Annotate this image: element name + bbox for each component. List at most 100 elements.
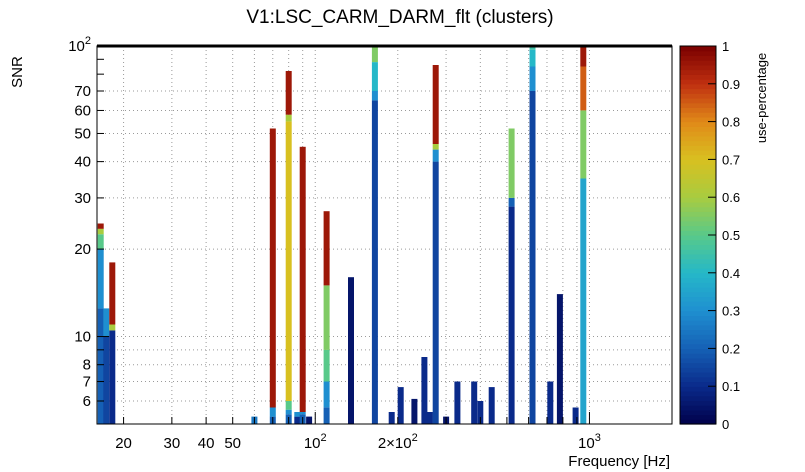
- colorbar-band: [680, 121, 716, 127]
- x-tick-label: 40: [198, 435, 215, 452]
- data-cell: [97, 308, 104, 424]
- y-axis-label: SNR: [9, 56, 26, 88]
- data-cell: [285, 121, 292, 402]
- y-tick-label: 50: [74, 125, 91, 142]
- data-column: [477, 401, 484, 424]
- colorbar-band: [680, 348, 716, 354]
- colorbar-band: [680, 343, 716, 349]
- data-column: [97, 223, 104, 424]
- data-cell: [97, 249, 104, 309]
- data-cell: [323, 407, 330, 424]
- data-cell: [348, 277, 354, 424]
- colorbar-band: [680, 69, 716, 75]
- colorbar-band: [680, 235, 716, 241]
- colorbar-band: [680, 386, 716, 392]
- colorbar-label: use-percentage: [754, 53, 769, 143]
- colorbar-band: [680, 197, 716, 203]
- colorbar-band: [680, 258, 716, 264]
- data-cell: [371, 91, 378, 101]
- colorbar-tick-label: 0.7: [722, 152, 740, 167]
- colorbar-band: [680, 249, 716, 255]
- data-cell: [388, 412, 395, 424]
- data-column: [471, 381, 478, 424]
- colorbar-band: [680, 324, 716, 331]
- data-cell: [508, 206, 515, 424]
- data-column: [294, 412, 301, 424]
- colorbar-band: [680, 390, 716, 397]
- colorbar-band: [680, 60, 716, 66]
- data-cell: [371, 100, 378, 425]
- colorbar-band: [680, 97, 716, 104]
- data-column: [556, 294, 563, 424]
- data-cell: [285, 409, 292, 415]
- colorbar-band: [680, 135, 716, 142]
- colorbar-band: [680, 263, 716, 269]
- data-cell: [285, 114, 292, 122]
- colorbar-band: [680, 268, 716, 274]
- y-tick-label: 8: [83, 357, 91, 374]
- colorbar-band: [680, 88, 716, 94]
- colorbar-band: [680, 329, 716, 335]
- data-cell: [411, 398, 418, 424]
- data-column: [397, 387, 404, 424]
- colorbar-band: [680, 149, 716, 156]
- data-cell: [477, 401, 484, 424]
- colorbar: 0 0.1 0.2 0.3 0.4 0.5 0.6 0.7 0.8 0.9 1: [679, 39, 740, 432]
- colorbar-band: [680, 201, 716, 208]
- colorbar-band: [680, 419, 716, 425]
- x-tick-label: 20: [115, 435, 132, 452]
- colorbar-band: [680, 64, 716, 71]
- colorbar-band: [680, 405, 716, 411]
- x-axis-ticks: 20 30 40 50 102 2×102 103: [115, 412, 601, 452]
- data-cell: [269, 128, 276, 408]
- colorbar-band: [680, 220, 716, 227]
- colorbar-band: [680, 305, 716, 312]
- data-cell: [97, 228, 104, 235]
- y-tick-label: 7: [83, 374, 91, 391]
- colorbar-band: [680, 334, 716, 340]
- colorbar-band: [680, 183, 716, 189]
- colorbar-band: [680, 46, 716, 52]
- data-column: [269, 128, 276, 424]
- colorbar-band: [680, 164, 716, 170]
- colorbar-band: [680, 168, 716, 175]
- data-cell: [269, 407, 276, 417]
- data-cell: [371, 46, 378, 63]
- colorbar-tick-label: 0.8: [722, 115, 740, 130]
- data-column: [488, 387, 495, 424]
- y-tick-label: 6: [83, 393, 91, 410]
- data-cell: [109, 262, 116, 325]
- colorbar-band: [680, 102, 716, 109]
- data-cell: [432, 144, 439, 150]
- colorbar-band: [680, 216, 716, 222]
- data-column: [529, 46, 536, 424]
- colorbar-band: [680, 395, 716, 401]
- colorbar-band: [680, 353, 716, 359]
- colorbar-band: [680, 310, 716, 316]
- colorbar-band: [680, 126, 716, 132]
- data-cell: [285, 401, 292, 410]
- data-cell: [97, 234, 104, 250]
- colorbar-band: [680, 140, 716, 146]
- data-column: [348, 277, 354, 424]
- data-cell: [103, 308, 110, 337]
- data-cell: [580, 110, 587, 179]
- data-column: [109, 262, 116, 424]
- colorbar-band: [680, 74, 716, 80]
- data-column: [285, 71, 292, 424]
- data-cell: [529, 49, 536, 67]
- colorbar-band: [680, 409, 716, 416]
- data-column: [306, 416, 313, 424]
- colorbar-tick-label: 0.6: [722, 190, 740, 205]
- colorbar-band: [680, 206, 716, 212]
- colorbar-tick-label: 0: [722, 417, 729, 432]
- data-cell: [285, 71, 292, 115]
- y-tick-label: 10: [74, 329, 91, 346]
- colorbar-band: [680, 315, 716, 321]
- colorbar-band: [680, 357, 716, 364]
- data-cell: [426, 412, 433, 424]
- data-cell: [547, 381, 554, 424]
- x-tick-label: 2×102: [378, 432, 418, 452]
- y-tick-label: 40: [74, 154, 91, 171]
- y-tick-label: 102: [68, 35, 91, 55]
